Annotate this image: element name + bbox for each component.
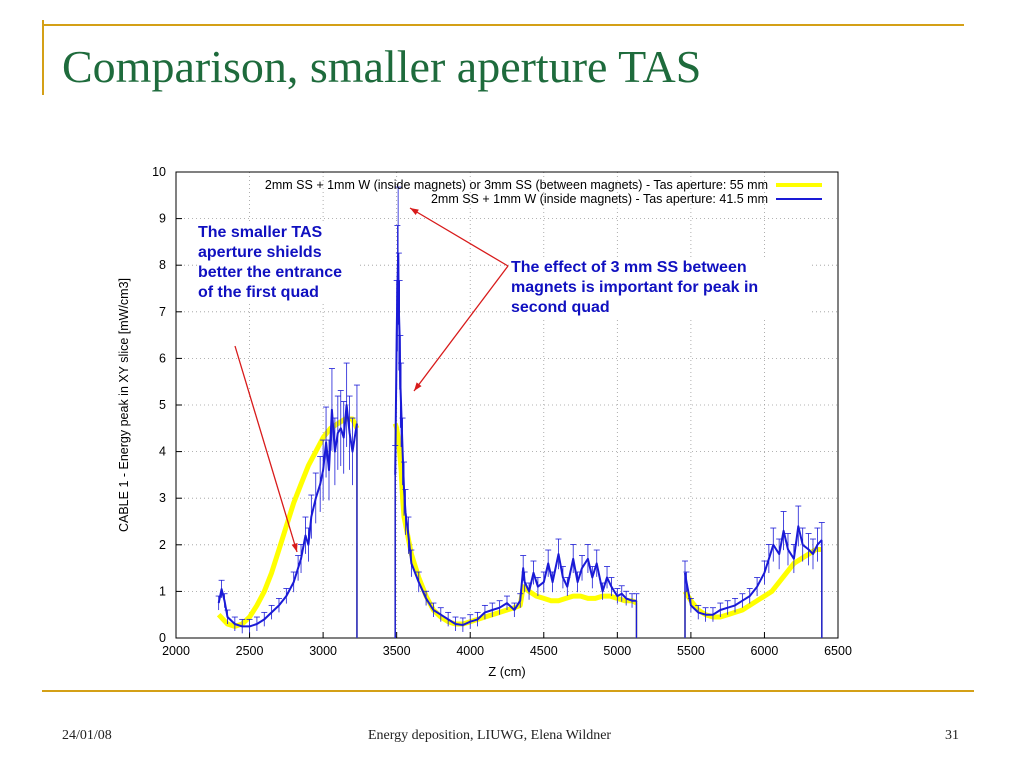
y-tick-label: 9 [159, 212, 166, 226]
x-tick-label: 5500 [677, 644, 705, 658]
footer-center-text: Energy deposition, LIUWG, Elena Wildner [368, 728, 612, 743]
right-annotation-arrow-lower [413, 265, 509, 392]
legend-label: 2mm SS + 1mm W (inside magnets) - Tas ap… [431, 192, 768, 206]
legend-label: 2mm SS + 1mm W (inside magnets) or 3mm S… [265, 178, 768, 192]
footer-date: 24/01/08 [62, 728, 112, 743]
y-tick-label: 0 [159, 631, 166, 645]
x-tick-label: 2500 [236, 644, 264, 658]
x-tick-label: 3000 [309, 644, 337, 658]
y-axis-label: CABLE 1 - Energy peak in XY slice [mW/cm… [117, 278, 131, 532]
right-annotation-arrow-lower-head [414, 382, 422, 391]
series-line [684, 525, 823, 616]
right-callout: The effect of 3 mm SS between magnets is… [511, 258, 811, 318]
series-line [394, 254, 637, 626]
title-accent-vertical-line [42, 20, 44, 95]
y-tick-label: 10 [152, 165, 166, 179]
x-tick-label: 6000 [751, 644, 779, 658]
y-tick-label: 2 [159, 538, 166, 552]
x-tick-label: 3500 [383, 644, 411, 658]
energy-peak-chart: 2000 2500 3000 3500 4000 4500 5000 5500 6000 6500… [117, 165, 852, 679]
y-tick-label: 8 [159, 258, 166, 272]
right-annotation-arrow-upper [409, 207, 509, 267]
left-callout: The smaller TAS aperture shields better … [198, 223, 358, 303]
series-2 [215, 186, 825, 638]
series-line [392, 422, 638, 627]
x-tick-label: 6500 [824, 644, 852, 658]
y-tick-label: 6 [159, 351, 166, 365]
y-tick-label: 3 [159, 491, 166, 505]
y-tick-label: 1 [159, 584, 166, 598]
slide-title: Comparison, smaller aperture TAS [62, 41, 702, 92]
left-annotation-arrow [234, 345, 298, 553]
right-annotation-arrow-upper-head [410, 208, 419, 215]
series-line [682, 547, 822, 620]
x-tick-label: 4000 [456, 644, 484, 658]
series-line [216, 416, 360, 629]
y-tick-label: 4 [159, 445, 166, 459]
y-tick-label: 5 [159, 398, 166, 412]
left-annotation-arrow-head [291, 543, 298, 552]
footer-divider-line [42, 690, 974, 692]
title-accent-horizontal-line [42, 24, 964, 26]
series-line [217, 404, 358, 628]
x-tick-label: 5000 [603, 644, 631, 658]
x-axis-label: Z (cm) [488, 664, 526, 679]
x-tick-label: 4500 [530, 644, 558, 658]
y-tick-label: 7 [159, 305, 166, 319]
page-number: 31 [945, 728, 959, 743]
x-tick-label: 2000 [162, 644, 190, 658]
